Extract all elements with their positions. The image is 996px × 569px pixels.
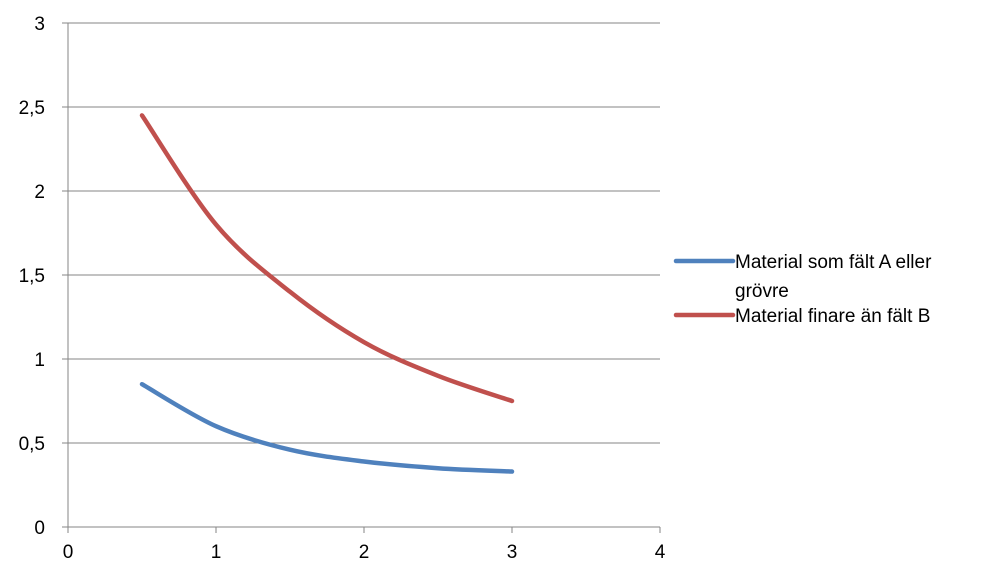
y-tick-label: 1: [34, 350, 45, 371]
legend-item-0: Material som fält A eller grövre: [673, 252, 932, 302]
legend: Material som fält A ellergrövreMaterial …: [673, 252, 932, 327]
legend-label-0: grövre: [735, 281, 789, 302]
series-line-1: [139, 113, 515, 404]
x-tick-label: 0: [63, 542, 74, 563]
y-tick-label: 2,5: [19, 98, 45, 119]
x-tick-label: 2: [359, 542, 370, 563]
x-tick-label: 1: [211, 542, 222, 563]
y-tick-label: 2: [34, 182, 45, 203]
series-lines: [139, 113, 515, 474]
series-line-0: [139, 381, 515, 474]
x-tick-label: 3: [507, 542, 518, 563]
y-tick-label: 1,5: [19, 266, 45, 287]
y-tick-label: 3: [34, 14, 45, 35]
gridlines: [68, 22, 660, 444]
y-tick-label: 0,5: [19, 434, 45, 455]
legend-label-1: Material finare än fält B: [735, 306, 930, 327]
legend-label-0: Material som fält A eller: [735, 252, 932, 273]
y-tick-label: 0: [34, 518, 45, 539]
legend-item-1: Material finare än fält B: [673, 306, 930, 327]
axes: 0 0,5 1 1,5 2 2,5 3 0 1 2 3 4: [19, 14, 666, 563]
x-tick-label: 4: [655, 542, 666, 563]
